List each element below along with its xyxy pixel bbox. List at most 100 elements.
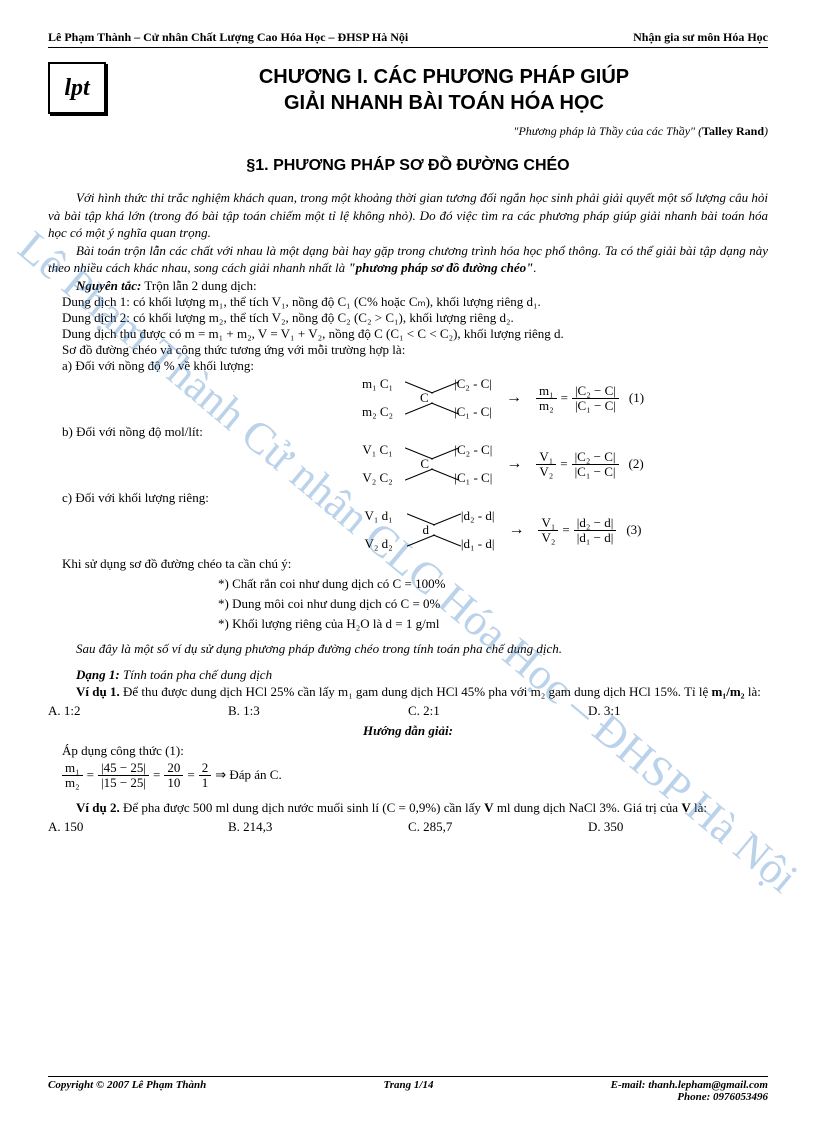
d2-r1: |C₂ - C|	[454, 442, 492, 458]
quote-text: "Phương pháp là Thầy của các Thầy" (	[513, 124, 702, 138]
d3-eq-dl: V₂	[538, 531, 558, 545]
header-right: Nhận gia sư môn Hóa Học	[633, 30, 768, 45]
ex2-text: Để pha được 500 ml dung dịch nước muối s…	[120, 800, 484, 815]
s1-nl: m₁	[62, 761, 83, 776]
type1: Dạng 1: Tính toán pha chế dung dịch	[48, 666, 768, 684]
chapter-title-line2: GIẢI NHANH BÀI TOÁN HÓA HỌC	[284, 92, 604, 114]
d3-r2: |d₁ - d|	[461, 536, 495, 552]
type1-text: Tính toán pha chế dung dịch	[120, 667, 272, 682]
ex1-opt-a: A. 1:2	[48, 703, 228, 719]
principle-label: Nguyên tắc:	[76, 278, 141, 293]
section-title: §1. PHƯƠNG PHÁP SƠ ĐỒ ĐƯỜNG CHÉO	[48, 157, 768, 175]
d3-eq-nr: |d₂ − d|	[574, 516, 617, 531]
ex2-opt-b: B. 214,3	[228, 819, 408, 835]
sol1-eq: m₁m₂ = |45 − 25||15 − 25| = 2010 = 21 ⇒ …	[48, 761, 768, 789]
line-d2: Dung dịch 2: có khối lượng m₂, thể tích …	[48, 310, 768, 326]
d2-eq-dl: V₂	[536, 465, 556, 479]
ex2-bold: V	[484, 800, 493, 815]
logo: lpt	[48, 62, 106, 114]
d1-eq-nr: |C₂ − C|	[572, 384, 619, 399]
d2-eq-dr: |C₁ − C|	[572, 465, 619, 479]
note-1: *) Chất rắn coi như dung dịch có C = 100…	[218, 576, 768, 592]
page-footer: Copyright © 2007 Lê Phạm Thành Trang 1/1…	[48, 1076, 768, 1103]
solution-title: Hướng dẫn giải:	[48, 723, 768, 739]
s1-p3d: 1	[199, 776, 212, 790]
note-3: *) Khối lượng riêng của H₂O là d = 1 g/m…	[218, 616, 768, 632]
footer-email: E-mail: thanh.lepham@gmail.com	[611, 1079, 768, 1091]
type1-label: Dạng 1:	[76, 667, 120, 682]
d2-r2: |C₁ - C|	[454, 470, 492, 486]
arrow-icon: →	[506, 389, 522, 407]
ex1-options: A. 1:2 B. 1:3 C. 2:1 D. 3:1	[48, 703, 768, 719]
chapter-title-line1: CHƯƠNG I. CÁC PHƯƠNG PHÁP GIÚP	[259, 66, 629, 88]
s1-ans: ⇒ Đáp án C.	[215, 767, 282, 783]
page-header: Lê Phạm Thành – Cử nhân Chất Lượng Cao H…	[48, 30, 768, 48]
d1-l2: m₂ C₂	[362, 404, 393, 420]
ex1-label: Ví dụ 1.	[76, 684, 120, 699]
ex1-bold: m₁/m₂	[712, 684, 745, 699]
ex2-text2: ml dung dịch NaCl 3%. Giá trị của	[494, 800, 682, 815]
d2-eq-nl: V₁	[536, 450, 556, 465]
footer-left: Copyright © 2007 Lê Phạm Thành	[48, 1079, 206, 1103]
quote-author: Talley Rand	[702, 124, 764, 138]
d1-r2: |C₁ - C|	[454, 404, 492, 420]
d3-eq-nl: V₁	[538, 516, 558, 531]
d2-l2: V₂ C₂	[362, 470, 392, 486]
d2-l1: V₁ C₁	[362, 442, 392, 458]
footer-center: Trang 1/14	[206, 1079, 610, 1103]
ex2-opt-d: D. 350	[588, 819, 768, 835]
quote: "Phương pháp là Thầy của các Thầy" (Tall…	[48, 124, 768, 139]
d3-eq-dr: |d₁ − d|	[574, 531, 617, 545]
diagram-3: V₁ d₁ V₂ d₂ d |d₂ - d| |d₁ - d| → V₁V₂ =…	[238, 510, 768, 550]
ex1-end: là:	[745, 684, 761, 699]
example-2: Ví dụ 2. Để pha được 500 ml dung dịch nư…	[48, 799, 768, 817]
d1-r1: |C₂ - C|	[454, 376, 492, 392]
ex1-opt-c: C. 2:1	[408, 703, 588, 719]
line-d1: Dung dịch 1: có khối lượng m₁, thể tích …	[48, 294, 768, 310]
line-scheme: Sơ đồ đường chéo và công thức tương ứng …	[48, 342, 768, 358]
note-lead: Khi sử dụng sơ đồ đường chéo ta cần chú …	[48, 556, 768, 572]
d3-tag: (3)	[626, 522, 641, 538]
s1-p2n: 20	[164, 761, 183, 776]
arrow-icon: →	[508, 521, 524, 539]
d1-eq-dr: |C₁ − C|	[572, 399, 619, 413]
d2-eq-nr: |C₂ − C|	[572, 450, 619, 465]
d1-eq-nl: m₁	[536, 384, 557, 399]
header-left: Lê Phạm Thành – Cử nhân Chất Lượng Cao H…	[48, 30, 408, 45]
ex2-options: A. 150 B. 214,3 C. 285,7 D. 350	[48, 819, 768, 835]
arrow-icon: →	[506, 455, 522, 473]
d1-tag: (1)	[629, 390, 644, 406]
s1-p1n: |45 − 25|	[98, 761, 149, 776]
case-a: a) Đối với nồng độ % về khối lượng:	[48, 358, 768, 374]
ex2-opt-a: A. 150	[48, 819, 228, 835]
footer-phone: Phone: 0976053496	[677, 1091, 768, 1103]
quote-end: )	[764, 124, 768, 138]
principle-text: Trộn lẫn 2 dung dịch:	[141, 278, 256, 293]
ex1-opt-b: B. 1:3	[228, 703, 408, 719]
d1-eq-dl: m₂	[536, 399, 557, 413]
note-2: *) Dung môi coi như dung dịch có C = 0%	[218, 596, 768, 612]
ex2-opt-c: C. 285,7	[408, 819, 588, 835]
ex1-opt-d: D. 3:1	[588, 703, 768, 719]
outro: Sau đây là một số ví dụ sử dụng phương p…	[48, 640, 768, 658]
intro-2: Bài toán trộn lẫn các chất với nhau là m…	[48, 242, 768, 277]
s1-p1d: |15 − 25|	[98, 776, 149, 790]
intro-2c: .	[533, 260, 536, 275]
d3-l1: V₁ d₁	[364, 508, 392, 524]
intro-1: Với hình thức thi trắc nghiệm khách quan…	[48, 189, 768, 242]
footer-right: E-mail: thanh.lepham@gmail.com Phone: 09…	[611, 1079, 768, 1103]
line-mix: Dung dịch thu được có m = m₁ + m₂, V = V…	[48, 326, 768, 342]
intro-2b: "phương pháp sơ đồ đường chéo"	[348, 260, 533, 275]
case-b: b) Đối với nồng độ mol/lít:	[48, 424, 768, 440]
sol1-lead: Áp dụng công thức (1):	[48, 743, 768, 759]
s1-p3n: 2	[199, 761, 212, 776]
case-c: c) Đối với khối lượng riêng:	[48, 490, 768, 506]
principle: Nguyên tắc: Trộn lẫn 2 dung dịch:	[48, 277, 768, 295]
ex1-text: Để thu được dung dịch HCl 25% cần lấy m₁…	[120, 684, 712, 699]
d1-l1: m₁ C₁	[362, 376, 393, 392]
diagram-2: V₁ C₁ V₂ C₂ C |C₂ - C| |C₁ - C| → V₁V₂ =…	[238, 444, 768, 484]
ex2-bold2: V	[681, 800, 690, 815]
d2-tag: (2)	[629, 456, 644, 472]
s1-dl: m₂	[62, 776, 83, 790]
s1-p2d: 10	[164, 776, 183, 790]
